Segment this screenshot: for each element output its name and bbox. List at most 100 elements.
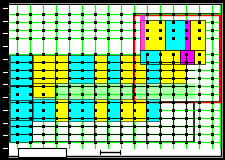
Bar	[211, 68, 214, 72]
Bar	[16, 124, 18, 128]
Bar	[171, 132, 175, 136]
Bar	[140, 15, 145, 50]
Bar	[94, 99, 107, 121]
Bar	[184, 52, 187, 56]
Bar	[41, 100, 45, 104]
Bar	[54, 20, 58, 24]
Bar	[29, 52, 32, 56]
Bar	[171, 36, 175, 40]
Bar	[158, 108, 162, 112]
Bar	[119, 116, 122, 120]
Bar	[94, 20, 97, 24]
Bar	[171, 20, 175, 24]
Bar	[94, 28, 97, 32]
Bar	[133, 60, 135, 64]
Bar	[198, 36, 200, 40]
Bar	[119, 52, 122, 56]
Bar	[211, 140, 214, 144]
Bar	[165, 20, 190, 50]
Bar	[171, 108, 175, 112]
Bar	[119, 36, 122, 40]
Bar	[198, 140, 200, 144]
Bar	[171, 124, 175, 128]
Bar	[134, 15, 219, 54]
Bar	[54, 36, 58, 40]
Bar	[146, 55, 160, 83]
Bar	[133, 108, 135, 112]
Bar	[94, 116, 97, 120]
Bar	[68, 12, 70, 16]
Bar	[171, 60, 175, 64]
Bar	[211, 52, 214, 56]
Bar	[81, 28, 83, 32]
Bar	[146, 124, 149, 128]
Bar	[41, 28, 45, 32]
Bar	[171, 76, 175, 80]
Bar	[68, 20, 70, 24]
Bar	[159, 14, 163, 142]
Bar	[10, 83, 195, 99]
Bar	[54, 60, 58, 64]
Bar	[158, 52, 162, 56]
Bar	[133, 28, 135, 32]
Bar	[106, 76, 110, 80]
Bar	[94, 76, 97, 80]
Bar	[81, 60, 83, 64]
Bar	[81, 52, 83, 56]
Bar	[54, 12, 58, 16]
Bar	[171, 140, 175, 144]
Bar	[54, 116, 58, 120]
Bar	[68, 84, 70, 88]
Bar	[158, 76, 162, 80]
Bar	[198, 116, 200, 120]
Bar	[211, 84, 214, 88]
Bar	[106, 92, 110, 96]
Bar	[133, 55, 146, 83]
Bar	[211, 108, 214, 112]
Bar	[16, 20, 18, 24]
Bar	[146, 76, 149, 80]
Bar	[158, 92, 162, 96]
Bar	[171, 28, 175, 32]
Bar	[29, 28, 32, 32]
Bar	[68, 140, 70, 144]
Bar	[119, 68, 122, 72]
Bar	[81, 76, 83, 80]
Bar	[29, 60, 32, 64]
Bar	[106, 12, 110, 16]
Bar	[119, 140, 122, 144]
Bar	[198, 84, 200, 88]
Bar	[146, 68, 149, 72]
Bar	[29, 140, 32, 144]
Bar	[16, 36, 18, 40]
Bar	[16, 28, 18, 32]
Bar	[68, 108, 70, 112]
Bar	[211, 100, 214, 104]
Bar	[198, 92, 200, 96]
Bar	[81, 108, 83, 112]
Bar	[29, 12, 32, 16]
Bar	[198, 132, 200, 136]
Bar	[41, 12, 45, 16]
Bar	[146, 108, 149, 112]
Bar	[68, 68, 70, 72]
Bar	[68, 116, 70, 120]
Bar	[184, 132, 187, 136]
Bar	[94, 84, 97, 88]
Bar	[16, 116, 18, 120]
Bar	[158, 116, 162, 120]
Bar	[146, 20, 149, 24]
Bar	[106, 36, 110, 40]
Bar	[10, 100, 32, 120]
Bar	[94, 132, 97, 136]
Bar	[29, 100, 32, 104]
Bar	[29, 68, 32, 72]
Bar	[106, 124, 110, 128]
Bar	[68, 132, 70, 136]
Bar	[41, 132, 45, 136]
Bar	[198, 108, 200, 112]
Bar	[211, 28, 214, 32]
Bar	[106, 116, 110, 120]
Bar	[198, 52, 200, 56]
Bar	[184, 36, 187, 40]
